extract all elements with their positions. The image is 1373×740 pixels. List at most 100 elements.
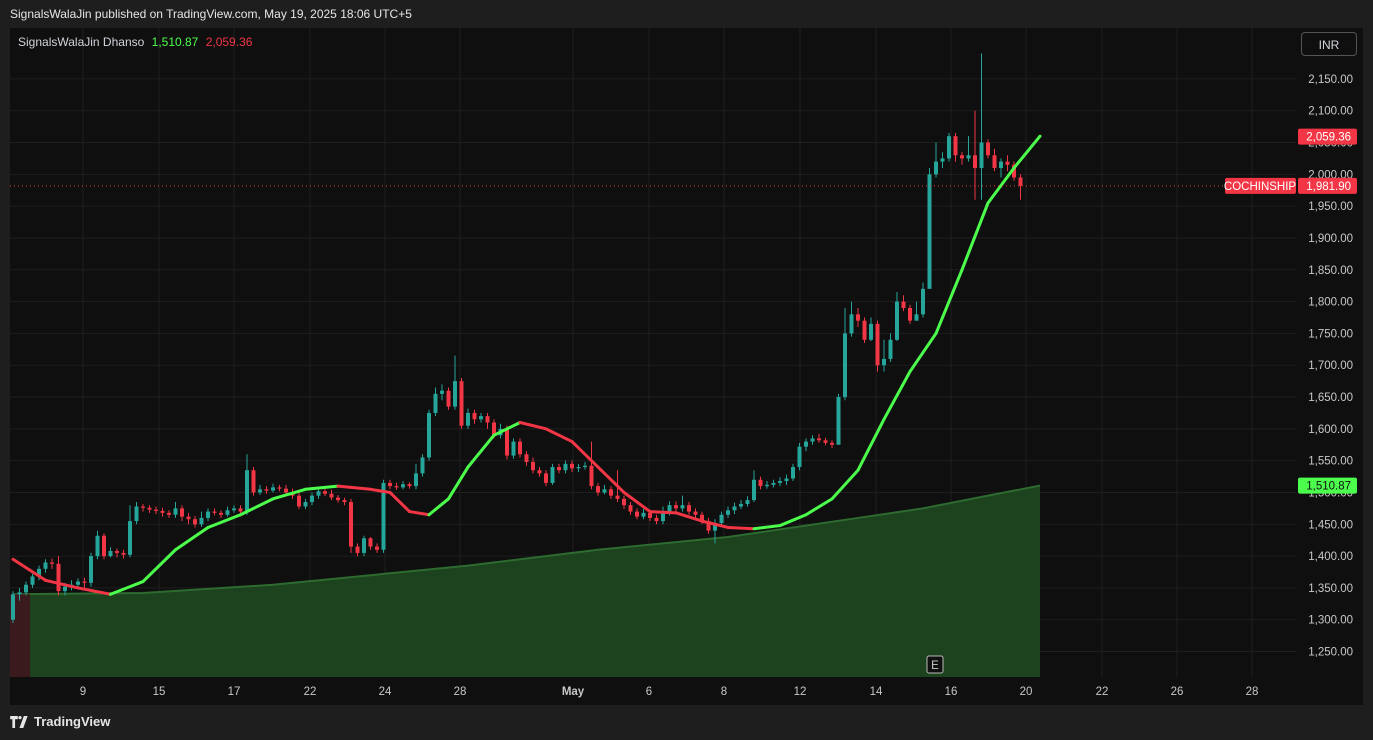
candle-up [979,142,984,168]
candle-down [1018,177,1023,186]
y-axis-tick-label: 1,450.00 [1308,519,1353,531]
candle-down [615,495,620,499]
price-tag-label: 2,059.36 [1306,132,1351,144]
smooth-line-segment [466,433,496,469]
candle-up [914,314,919,321]
y-axis-tick-label: 1,250.00 [1308,647,1353,659]
y-axis: 1,250.00 1,300.00 1,350.00 1,400.00 1,450.00… [1308,74,1353,659]
candle-up [30,576,35,585]
price-tag-box [1298,477,1357,494]
candle-down [472,412,477,420]
footer-brand[interactable]: TradingView [10,714,110,729]
candle-down [219,512,223,515]
x-axis-tick-label: 8 [721,686,727,698]
indicator-value-green: 1,510.87 [151,35,199,49]
candle-up [271,487,275,491]
candle-up [316,491,321,496]
candle-up [927,174,932,289]
candle-down [693,511,698,515]
candle-up [719,514,724,524]
candle-up [836,397,841,445]
candle-up [108,551,113,557]
candle-up [362,538,366,553]
candle-down [121,552,126,555]
candle-up [791,467,795,479]
currency-button[interactable]: INR [1301,32,1357,56]
candle-up [940,158,945,162]
candle-down [570,463,574,469]
candle-down [901,301,906,308]
earnings-marker[interactable]: E [926,655,944,674]
candle-up [667,505,672,512]
candle-up [784,478,789,482]
candle-down [368,538,373,547]
candle-down [251,470,256,493]
y-axis-tick-label: 1,750.00 [1308,328,1353,340]
candle-down [953,136,958,156]
y-axis-tick-label: 1,550.00 [1308,456,1353,468]
x-axis-tick-label: 9 [80,686,86,698]
candle-down [115,551,119,553]
x-axis-tick-label: 20 [1020,686,1033,698]
candle-down [596,486,600,493]
candle-down [518,441,522,455]
x-axis-tick-label: 28 [454,686,467,698]
y-axis-tick-label: 1,800.00 [1308,297,1353,309]
smooth-line-segment [596,465,626,494]
candle-up [849,314,854,334]
symbol-tag-box [1225,177,1296,194]
candle-up [641,512,646,517]
symbol-tag-label: COCHINSHIP [1224,181,1297,193]
smooth-line-segment [141,548,177,584]
candle-down [654,517,659,522]
candle-up [381,482,386,550]
candle-up [63,586,67,592]
candle-up [232,508,236,511]
smooth-line-segment [752,524,782,531]
candle-down [297,495,301,507]
price-tag-label: 1,981.90 [1306,181,1351,193]
x-axis-tick-label: 12 [794,686,807,698]
y-axis-tick-label: 1,650.00 [1308,392,1353,404]
candle-up [680,505,685,509]
smooth-line-segment [960,201,990,272]
y-axis-tick-label: 1,350.00 [1308,583,1353,595]
candle-down [147,507,152,510]
smooth-line-segment [174,525,210,552]
candle-up [134,506,139,522]
candle-up [258,489,262,493]
candle-up [453,381,457,407]
candle-up [843,333,847,398]
smooth-line-segment [271,487,307,501]
candle-up [947,136,951,159]
candle-up [43,562,48,569]
candle-down [160,510,165,513]
smooth-line-segment [11,557,47,582]
smooth-line-segment [934,268,964,335]
candle-down [492,422,496,436]
candle-up [739,503,743,507]
candle-up [778,481,782,483]
candle-down [180,508,184,517]
candle-up [24,584,28,593]
x-axis-tick-label: 22 [1096,686,1109,698]
y-axis-tick-label: 1,950.00 [1308,201,1353,213]
candle-down [212,511,217,513]
candle-up [810,438,815,442]
candle-down [557,467,561,471]
candle-up [303,502,308,507]
smooth-line-segment [882,370,912,421]
candle-down [622,498,626,506]
candle-down [323,491,327,494]
candle-up [583,465,587,468]
smooth-line-segment [1012,134,1042,170]
smooth-line-segment [44,578,80,590]
candle-up [966,155,971,159]
candle-up [921,288,925,315]
candle-up [888,339,893,359]
smooth-line-segment [648,510,678,515]
candle-up [17,592,22,595]
x-axis-tick-label: 15 [153,686,166,698]
candle-up [550,467,555,483]
